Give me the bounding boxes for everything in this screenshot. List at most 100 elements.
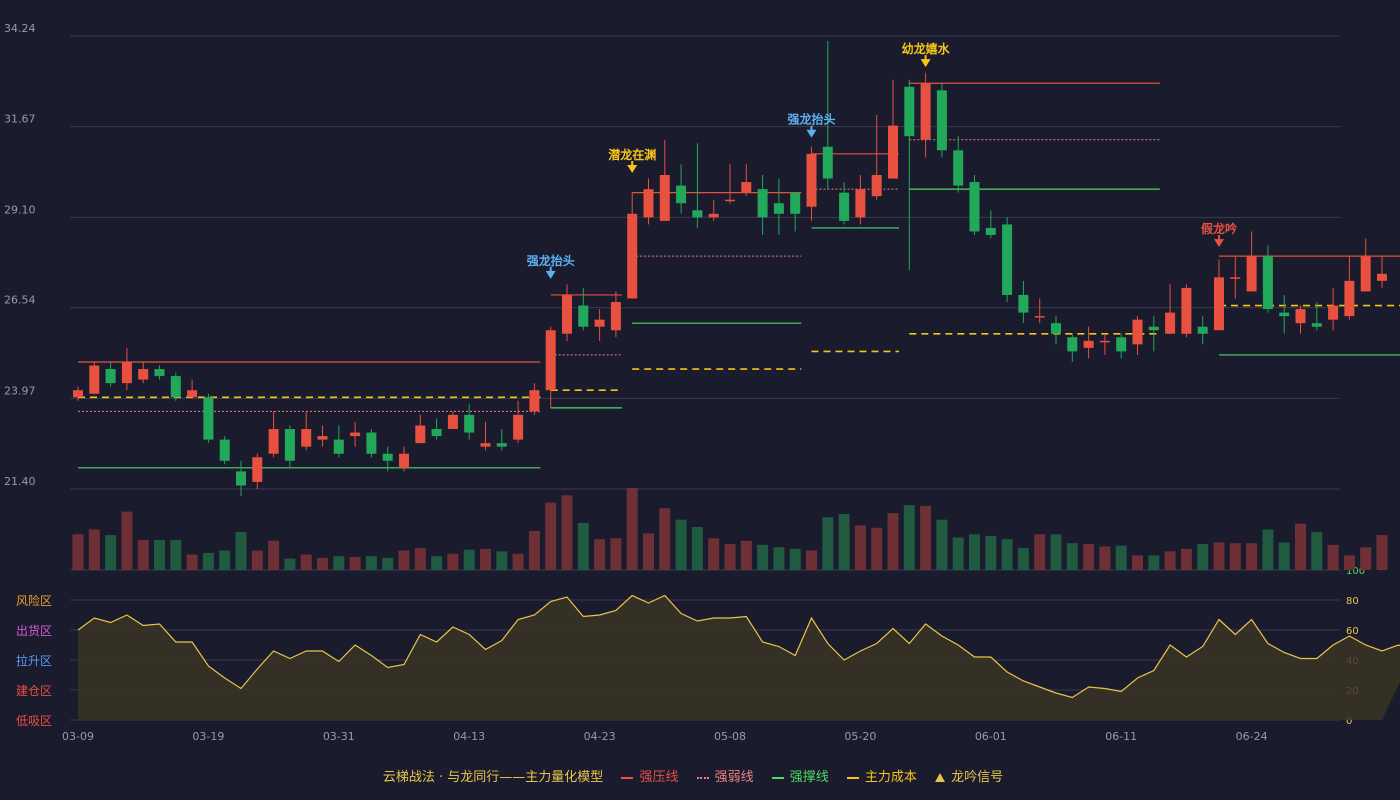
candle-body — [1214, 277, 1224, 331]
legend-item-weak[interactable]: 强弱线 — [696, 766, 754, 785]
chart-legend: 云梯战法 · 与龙同行——主力量化模型 强压线 强弱线 强撑线 主力成本 龙吟信… — [0, 766, 1400, 785]
candle-body — [1230, 277, 1241, 279]
x-tick-label: 05-08 — [714, 730, 746, 743]
candle-body — [545, 330, 556, 391]
candle-body — [187, 390, 198, 398]
volume-bar — [1311, 531, 1323, 570]
volume-bar — [675, 519, 687, 570]
price-tick-label: 23.97 — [4, 384, 36, 397]
candle-body — [236, 471, 246, 486]
volume-bar — [773, 547, 785, 570]
x-tick-label: 03-31 — [323, 730, 355, 743]
candle-body — [154, 369, 165, 377]
candle-body — [627, 213, 638, 299]
candle-body — [1116, 337, 1127, 352]
legend-label: 强撑线 — [789, 770, 829, 785]
volume-bar — [1229, 543, 1241, 570]
volume-bar — [838, 513, 850, 570]
volume-bar — [1360, 547, 1372, 570]
candle-body — [1132, 319, 1143, 345]
candle-body — [725, 199, 735, 202]
signal-arrow-icon — [627, 165, 638, 174]
candle-body — [692, 210, 703, 218]
candle-body — [1002, 224, 1013, 295]
candle-body — [301, 429, 312, 447]
volume-bar — [887, 513, 899, 570]
volume-bar — [1295, 523, 1306, 570]
signal-label: 幼龙嬉水 — [902, 41, 951, 56]
volume-bar — [626, 488, 638, 570]
kline-chart: 34.2431.6729.1026.5423.9721.400204060801… — [4, 22, 1400, 743]
candle-body — [1295, 309, 1306, 324]
x-tick-label: 06-01 — [975, 730, 1007, 743]
volume-bar — [186, 554, 198, 570]
volume-bar — [985, 535, 997, 570]
triangle-icon — [935, 773, 946, 782]
volume-bar — [577, 522, 589, 570]
volume-bar — [398, 550, 410, 570]
candle-body — [969, 182, 980, 232]
volume-bar — [952, 537, 964, 570]
candle-body — [447, 414, 458, 430]
candle-body — [89, 365, 100, 394]
legend-title-text: 云梯战法 · 与龙同行——主力量化模型 — [382, 770, 604, 785]
volume-bar — [1343, 555, 1355, 570]
volume-bar — [72, 534, 84, 570]
volume-bar — [463, 549, 475, 570]
candle-body — [252, 457, 263, 482]
volume-bar — [202, 552, 214, 570]
zone-label: 出货区 — [16, 623, 52, 638]
volume-bar — [137, 539, 149, 570]
volume-bar — [757, 544, 769, 570]
volume-bar — [333, 556, 345, 570]
volume-bar — [268, 540, 280, 570]
candle-body — [1067, 337, 1078, 352]
candle-body — [366, 432, 377, 454]
candle-body — [464, 414, 475, 433]
volume-bar — [643, 533, 654, 570]
signal-arrow-icon — [806, 129, 817, 138]
volume-bar — [789, 548, 801, 570]
candle-body — [1279, 312, 1290, 317]
volume-bar — [1213, 542, 1225, 570]
candle-body — [1360, 256, 1371, 292]
candle-body — [1328, 305, 1339, 320]
legend-title: 云梯战法 · 与龙同行——主力量化模型 — [383, 766, 603, 785]
oscillator-line — [77, 594, 1400, 699]
candle-body — [708, 213, 719, 218]
osc-tick-label: 80 — [1346, 596, 1359, 607]
volume-bar — [594, 539, 606, 570]
candle-body — [138, 369, 149, 380]
volume-bar — [1001, 539, 1013, 570]
price-tick-label: 21.40 — [4, 475, 36, 488]
osc-tick-label: 100 — [1346, 566, 1365, 577]
candle-body — [1262, 256, 1273, 310]
legend-item-cost[interactable]: 主力成本 — [846, 766, 917, 785]
legend-item-support[interactable]: 强撑线 — [771, 766, 829, 785]
volume-bar — [1148, 555, 1160, 570]
x-tick-label: 03-09 — [62, 730, 94, 743]
volume-bar — [1327, 544, 1339, 570]
candle-body — [1311, 323, 1322, 327]
volume-bar — [528, 531, 540, 570]
legend-item-strong-pressure[interactable]: 强压线 — [621, 766, 678, 785]
volume-bar — [708, 538, 720, 570]
candle-body — [1377, 273, 1387, 281]
legend-item-signal[interactable]: 龙吟信号 — [935, 766, 1003, 785]
volume-bar — [365, 556, 377, 570]
volume-bar — [1246, 543, 1258, 570]
zone-label: 低吸区 — [16, 714, 52, 728]
volume-bar — [1083, 544, 1095, 570]
volume-bar — [1278, 542, 1290, 570]
volume-bar — [1132, 555, 1143, 570]
volume-bar — [1115, 545, 1127, 570]
volume-bar — [480, 548, 491, 570]
candle-body — [121, 361, 132, 384]
candle-body — [773, 203, 784, 214]
zone-label: 拉升区 — [16, 653, 52, 668]
legend-label: 主力成本 — [864, 770, 917, 785]
candle-body — [594, 319, 605, 327]
x-tick-label: 06-24 — [1236, 730, 1268, 743]
candle-body — [284, 429, 295, 461]
candle-body — [317, 436, 328, 440]
